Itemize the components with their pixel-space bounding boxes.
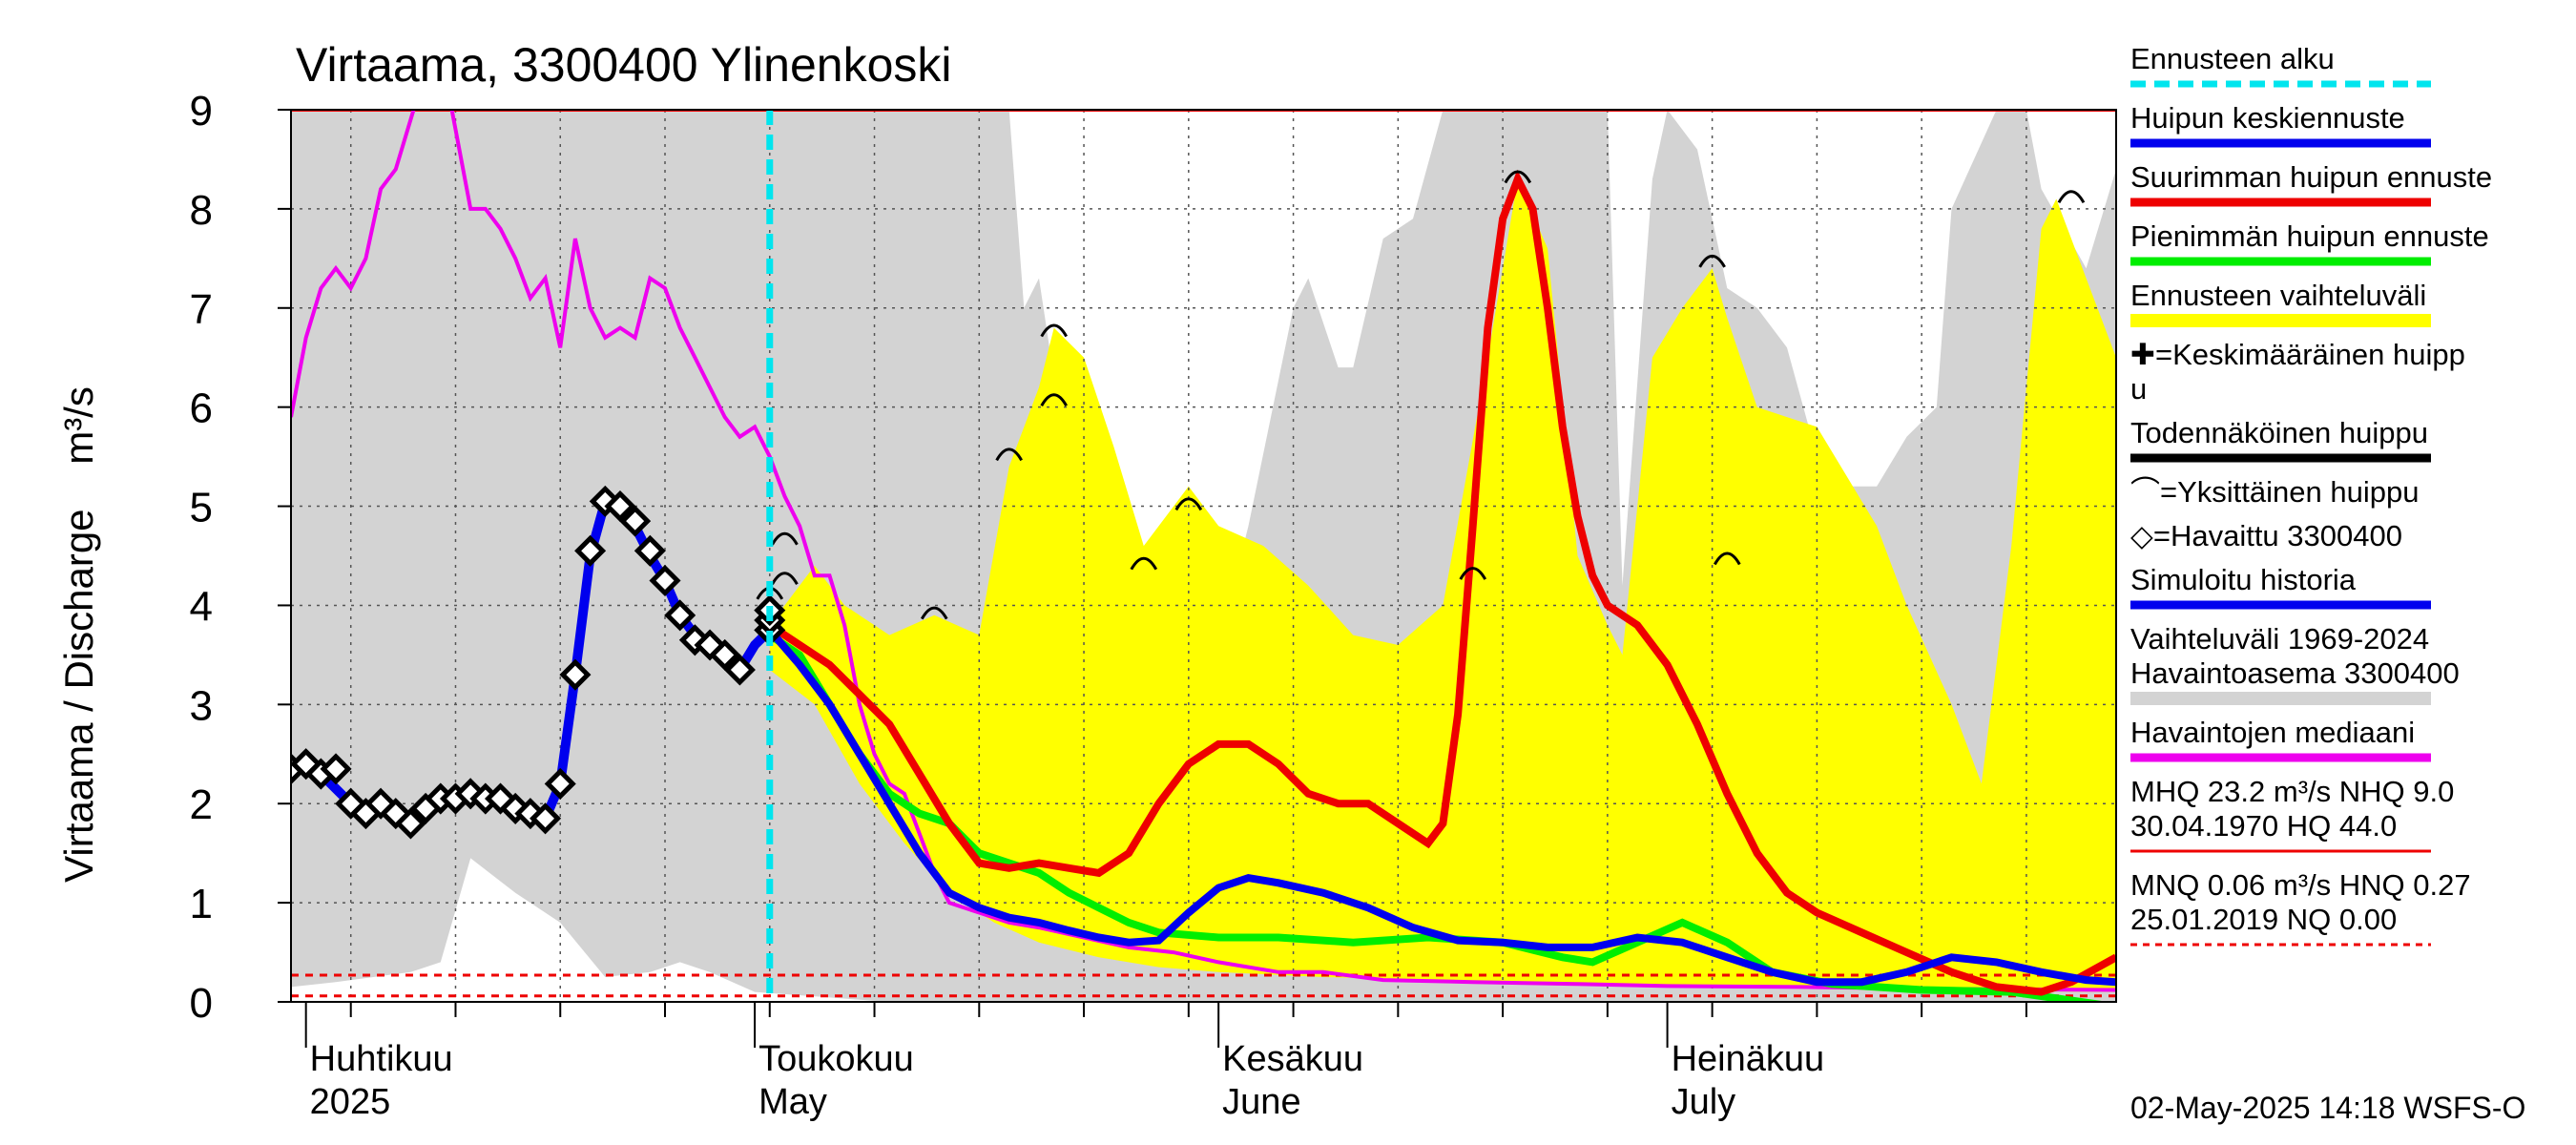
y-tick-label: 3 <box>190 682 213 729</box>
y-tick-label: 6 <box>190 385 213 432</box>
plot-frame <box>290 109 2117 1003</box>
peak-marker <box>1174 497 1203 511</box>
y-tick-label: 7 <box>190 286 213 333</box>
observed-point <box>574 534 607 567</box>
chart-title: Virtaama, 3300400 Ylinenkoski <box>296 38 952 92</box>
month-label-en: 2025 <box>310 1082 391 1122</box>
legend-label: ◇=Havaittu 3300400 <box>2130 519 2402 552</box>
peak-marker <box>1459 567 1487 580</box>
legend-label: 30.04.1970 HQ 44.0 <box>2130 809 2397 843</box>
month-label-fi: Toukokuu <box>758 1039 914 1079</box>
legend-label: MHQ 23.2 m³/s NHQ 9.0 <box>2130 775 2454 808</box>
month-label-en: July <box>1672 1082 1736 1122</box>
y-tick-label: 8 <box>190 187 213 234</box>
x-axis-ticks <box>349 1002 2027 1017</box>
observed-point <box>394 807 426 840</box>
month-label-fi: Heinäkuu <box>1672 1039 1825 1079</box>
observed-point <box>559 658 592 691</box>
legend: Ennusteen alku Huipun keskiennuste Suurimm… <box>2130 42 2492 947</box>
peak-marker <box>920 606 948 620</box>
observed-point <box>544 767 576 800</box>
legend-label: Simuloitu historia <box>2130 563 2357 596</box>
forecast-range-band <box>769 178 2116 992</box>
legend-label: Ennusteen vaihteluväli <box>2130 279 2426 312</box>
legend-label: ✚=Keskimääräinen huipp <box>2130 338 2465 371</box>
peak-marker <box>1504 170 1532 184</box>
min-peak-forecast-line <box>767 632 2109 1002</box>
legend-label: Ennusteen alku <box>2130 42 2335 75</box>
observed-point <box>320 753 352 785</box>
observed-point <box>530 802 562 835</box>
legend-label: Suurimman huipun ennuste <box>2130 160 2492 194</box>
y-axis-label: Virtaama / Discharge m³/s <box>56 386 101 883</box>
observed-point <box>723 654 756 686</box>
footer-timestamp: 02-May-2025 14:18 WSFS-O <box>2130 1091 2525 1125</box>
legend-label: Pienimmän huipun ennuste <box>2130 219 2489 253</box>
peak-marker <box>1698 254 1726 268</box>
peak-marker <box>771 572 799 586</box>
peak-marker <box>1714 552 1741 566</box>
reference-lines <box>291 110 2116 998</box>
median-line <box>291 110 2116 992</box>
y-tick-label: 9 <box>190 88 213 135</box>
legend-label: Vaihteluväli 1969-2024 <box>2130 622 2429 656</box>
y-tick-label: 1 <box>190 881 213 927</box>
observed-point <box>709 638 741 671</box>
peak-marker <box>1040 393 1069 407</box>
y-tick-label: 2 <box>190 781 213 828</box>
month-label-en: May <box>758 1082 827 1122</box>
legend-label: ⌒=Yksittäinen huippu <box>2130 475 2419 509</box>
observed-point <box>649 564 681 597</box>
peak-marker <box>995 448 1023 462</box>
y-tick-label: 0 <box>190 980 213 1027</box>
month-label-fi: Kesäkuu <box>1222 1039 1363 1079</box>
y-tick-label: 5 <box>190 485 213 531</box>
legend-label: MNQ 0.06 m³/s HNQ 0.27 <box>2130 868 2471 902</box>
peak-marker <box>771 531 799 546</box>
peak-marker <box>2057 190 2086 204</box>
y-axis-ticks: 0 1 2 3 4 5 6 7 8 9 <box>190 88 291 1027</box>
legend-label: u <box>2130 372 2147 406</box>
observed-point <box>664 599 696 632</box>
peak-marker <box>1040 323 1069 338</box>
legend-label: Huipun keskiennuste <box>2130 101 2405 135</box>
legend-swatch <box>2130 314 2431 327</box>
month-label-en: June <box>1222 1082 1300 1122</box>
y-tick-label: 4 <box>190 583 213 630</box>
month-label-fi: Huhtikuu <box>310 1039 453 1079</box>
legend-label: Havaintojen mediaani <box>2130 716 2415 749</box>
max-peak-forecast-line <box>767 169 2116 996</box>
observed-markers <box>291 485 786 840</box>
peak-marker <box>1130 556 1158 571</box>
observed-point <box>619 505 652 537</box>
observed-point <box>604 490 636 523</box>
observed-point <box>634 534 666 567</box>
mean-peak-forecast-line <box>766 627 2116 987</box>
legend-label: Havaintoasema 3300400 <box>2130 656 2460 690</box>
legend-label: 25.01.2019 NQ 0.00 <box>2130 903 2397 936</box>
legend-label: Todennäköinen huippu <box>2130 416 2428 449</box>
legend-swatch <box>2130 692 2431 705</box>
